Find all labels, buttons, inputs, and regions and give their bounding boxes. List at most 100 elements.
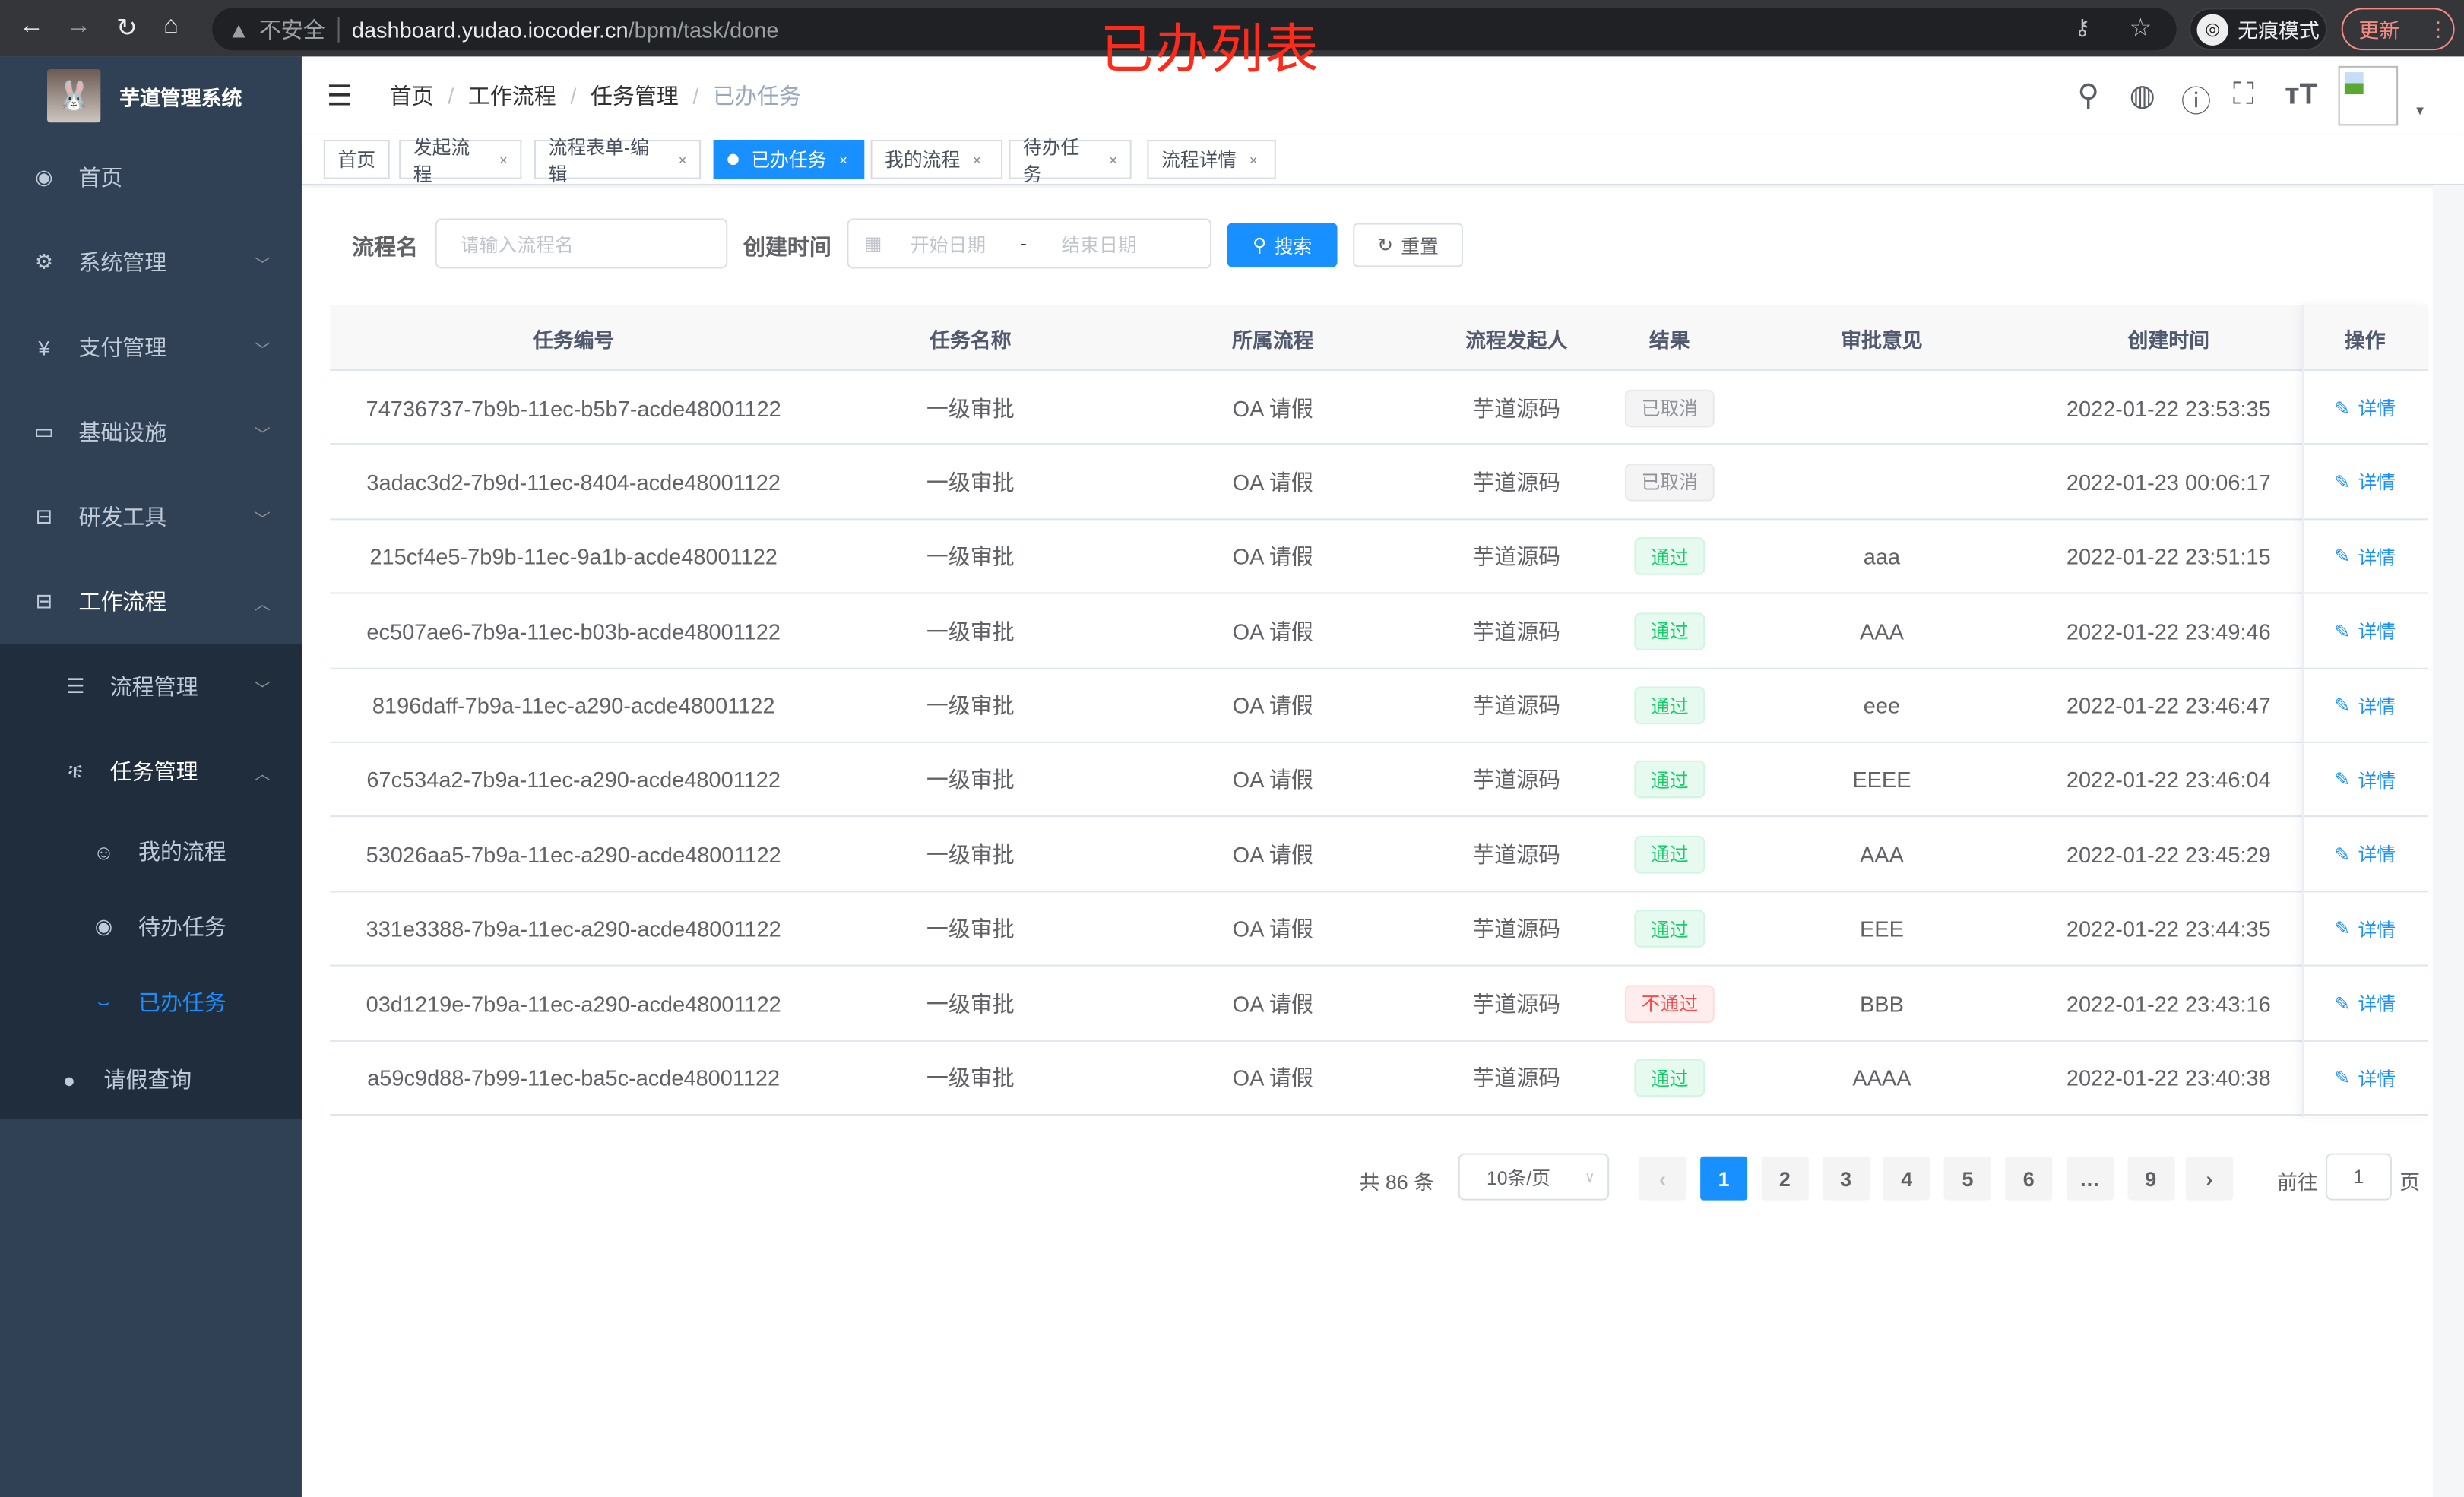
sidebar-item-devtools[interactable]: ⊟ 研发工具 ﹀ (0, 474, 302, 559)
page-button[interactable]: 6 (2005, 1156, 2053, 1201)
incognito-badge[interactable]: ◎ 无痕模式 (2189, 8, 2328, 51)
tag-1[interactable]: 发起流程 × (399, 136, 522, 185)
next-page-button[interactable]: › (2186, 1156, 2234, 1201)
prev-page-button[interactable]: ‹ (1639, 1156, 1686, 1201)
cell-time: 2022-01-22 23:43:16 (2066, 990, 2271, 1016)
forward-icon[interactable]: → (65, 12, 91, 40)
sidebar-item-pay[interactable]: ¥ 支付管理 ﹀ (0, 305, 302, 390)
search-button[interactable]: ⚲ 搜索 (1227, 223, 1338, 267)
scrollbar-track[interactable] (2432, 185, 2464, 1497)
page-button[interactable]: 5 (1944, 1156, 1992, 1201)
detail-link[interactable]: ✎ 详情 (2334, 990, 2396, 1017)
cell-result: 通过 (1610, 594, 1728, 668)
column-header: 流程发起人 (1465, 328, 1568, 352)
page-button[interactable]: 9 (2127, 1156, 2174, 1201)
font-size-icon[interactable]: ᴛT (2285, 78, 2318, 112)
avatar[interactable] (2338, 65, 2399, 126)
start-date-input[interactable]: 开始日期 (910, 233, 987, 255)
page-button[interactable]: 1 (1700, 1156, 1748, 1201)
fullscreen-icon[interactable]: ⛶ (2233, 78, 2254, 112)
chevron-down-icon: ∨ (1584, 1168, 1595, 1184)
tag-4[interactable]: 我的流程 × (870, 140, 1003, 179)
sidebar-item-infra[interactable]: ▭ 基础设施 ﹀ (0, 390, 302, 475)
cell-process: OA 请假 (1232, 543, 1313, 570)
sidebar-item-my-process[interactable]: ☺ 我的流程 (0, 814, 302, 889)
end-date-input[interactable]: 结束日期 (1061, 233, 1137, 255)
address-bar[interactable]: ▲ 不安全 dashboard.yudao.iocoder.cn/bpm/tas… (212, 8, 2177, 51)
close-icon[interactable]: × (972, 151, 981, 168)
breadcrumb-sep: / (570, 83, 577, 109)
caret-down-icon[interactable]: ▼ (2413, 103, 2427, 119)
tag-2[interactable]: 流程表单-编辑 × (534, 136, 702, 185)
cell-id: 67c534a2-7b9a-11ec-a290-acde48001122 (366, 767, 781, 793)
page-size-select[interactable]: 10条/页 ∨ (1458, 1153, 1610, 1201)
tag-6[interactable]: 流程详情 × (1147, 140, 1276, 179)
create-time-label: 创建时间 (743, 234, 831, 260)
detail-link[interactable]: ✎ 详情 (2334, 394, 2396, 421)
home-icon[interactable]: ⌂ (163, 12, 179, 40)
key-icon[interactable]: ⚷ (2074, 14, 2091, 40)
update-button[interactable]: 更新 ⋮ (2341, 8, 2455, 51)
date-range-picker[interactable]: ▦ 开始日期 - 结束日期 (847, 218, 1212, 269)
goto-page-input[interactable]: 1 (2326, 1153, 2392, 1201)
status-badge: 通过 (1635, 537, 1705, 576)
hamburger-icon[interactable]: ☰ (327, 79, 353, 111)
detail-link[interactable]: ✎ 详情 (2334, 543, 2396, 570)
sidebar-item-system[interactable]: ⚙ 系统管理 ﹀ (0, 220, 302, 305)
page-button[interactable]: 2 (1761, 1156, 1809, 1201)
sidebar-item-label: 我的流程 (138, 839, 226, 865)
cell-id: 53026aa5-7b9a-11ec-a290-acde48001122 (366, 841, 781, 867)
detail-link[interactable]: ✎ 详情 (2334, 767, 2396, 793)
reload-icon[interactable]: ↻ (116, 15, 138, 43)
edit-icon: ✎ (2334, 992, 2351, 1014)
detail-link[interactable]: ✎ 详情 (2334, 692, 2396, 719)
sidebar-item-home[interactable]: ◉ 首页 (0, 135, 302, 220)
sidebar-item-leave[interactable]: ● 请假查询 (0, 1040, 302, 1119)
back-icon[interactable]: ← (18, 12, 44, 40)
help-icon[interactable]: ⓘ (2181, 86, 2212, 120)
cell-name: 一级审批 (926, 543, 1015, 570)
github-icon[interactable]: ◍ (2129, 80, 2155, 113)
security-label: 不安全 (258, 16, 325, 42)
page-button[interactable]: 4 (1883, 1156, 1930, 1201)
detail-link[interactable]: ✎ 详情 (2334, 841, 2396, 868)
page-button[interactable]: 3 (1822, 1156, 1870, 1201)
cell-id: a59c9d88-7b99-11ec-ba5c-acde48001122 (367, 1065, 781, 1090)
detail-link[interactable]: ✎ 详情 (2334, 916, 2396, 942)
cell-starter: 芋道源码 (1472, 543, 1561, 570)
sidebar-item-workflow[interactable]: ⊟ 工作流程 ︿ (0, 559, 302, 644)
detail-link[interactable]: ✎ 详情 (2334, 618, 2396, 644)
breadcrumb-item[interactable]: 工作流程 (467, 83, 556, 109)
page-button[interactable]: … (2066, 1156, 2114, 1201)
sidebar-item-todo[interactable]: ◉ 待办任务 (0, 889, 302, 964)
status-badge: 通过 (1635, 761, 1705, 799)
close-icon[interactable]: × (1249, 151, 1258, 168)
reset-button[interactable]: ↻ 重置 (1353, 223, 1463, 267)
cell-result: 通过 (1610, 892, 1728, 966)
sidebar-item-task-manage[interactable]: ቼ 任务管理 ︿ (0, 729, 302, 814)
close-icon[interactable]: × (1109, 151, 1118, 168)
tag-label: 流程详情 (1161, 149, 1237, 172)
detail-link[interactable]: ✎ 详情 (2334, 1065, 2396, 1091)
sidebar-item-done[interactable]: ⌣ 已办任务 (0, 965, 302, 1040)
tag-5[interactable]: 待办任务 × (1009, 136, 1132, 185)
pagination: 共 86 条 10条/页 ∨ ‹ 1 2 3 4 5 6… 9 › 前往 1 页 (302, 1153, 2464, 1201)
close-icon[interactable]: × (678, 151, 687, 168)
close-icon[interactable]: × (839, 151, 848, 168)
detail-link[interactable]: ✎ 详情 (2334, 469, 2396, 495)
star-icon[interactable]: ☆ (2129, 15, 2152, 43)
search-icon[interactable]: ⚲ (2077, 80, 2100, 113)
browser-toolbar: ← → ↻ ⌂ ▲ 不安全 dashboard.yudao.iocoder.cn… (0, 0, 2464, 57)
process-name-input[interactable]: 请输入流程名 (435, 218, 728, 269)
cell-name: 一级审批 (926, 916, 1015, 942)
sidebar-item-process-manage[interactable]: ☰ 流程管理 ﹀ (0, 644, 302, 730)
tag-3[interactable]: 已办任务 × (713, 140, 865, 179)
breadcrumb-item[interactable]: 任务管理 (590, 83, 679, 109)
detail-label: 详情 (2358, 918, 2396, 941)
breadcrumb-item[interactable]: 首页 (389, 83, 434, 109)
logo[interactable]: 🐰 芋道管理系统 (47, 68, 242, 123)
tag-0[interactable]: 首页 (323, 140, 390, 179)
toolbox-icon: ⊟ (35, 589, 53, 613)
cell-comment: eee (1863, 692, 1901, 719)
close-icon[interactable]: × (499, 151, 508, 168)
